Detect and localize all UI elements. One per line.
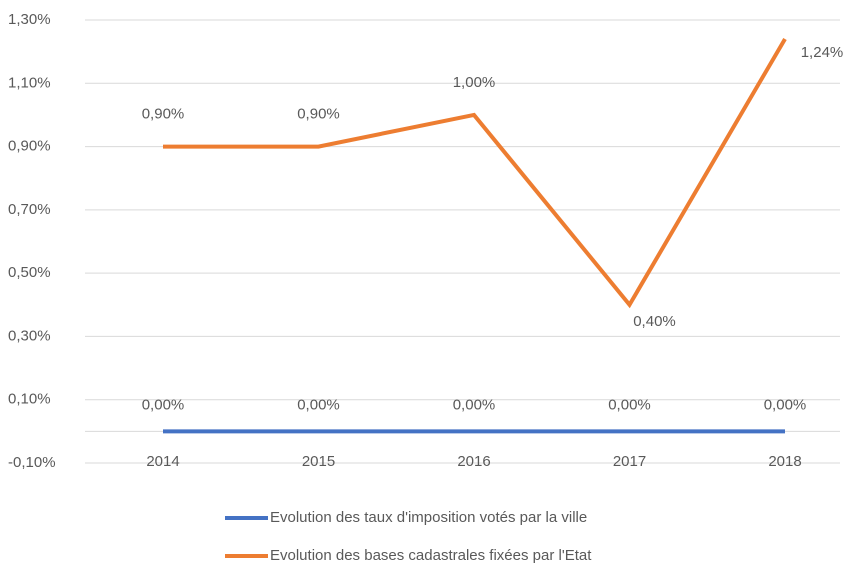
- x-tick-label: 2018: [768, 453, 801, 470]
- y-tick-label: 0,70%: [8, 201, 51, 218]
- x-tick-label: 2015: [302, 453, 335, 470]
- legend-label: Evolution des bases cadastrales fixées p…: [270, 547, 592, 564]
- y-tick-label: 0,50%: [8, 264, 51, 281]
- series-line: [163, 37, 787, 309]
- y-tick-label: 1,10%: [8, 74, 51, 91]
- data-label: 0,90%: [297, 106, 340, 123]
- data-label: 0,00%: [142, 396, 185, 413]
- data-label: 0,00%: [297, 396, 340, 413]
- x-tick-label: 2017: [613, 453, 646, 470]
- y-tick-label: 0,30%: [8, 327, 51, 344]
- y-tick-label: 0,90%: [8, 138, 51, 155]
- x-tick-label: 2014: [146, 453, 179, 470]
- y-tick-label: 1,30%: [8, 11, 51, 28]
- x-tick-label: 2016: [457, 453, 490, 470]
- legend-label: Evolution des taux d'imposition votés pa…: [270, 509, 587, 526]
- data-label: 0,00%: [764, 396, 807, 413]
- data-label: 0,90%: [142, 106, 185, 123]
- data-label: 0,00%: [608, 396, 651, 413]
- data-label: 1,00%: [453, 74, 496, 91]
- data-label: 1,24%: [801, 44, 844, 61]
- data-label: 0,40%: [633, 313, 676, 330]
- y-tick-label: 0,10%: [8, 391, 51, 408]
- data-label: 0,00%: [453, 396, 496, 413]
- y-tick-label: -0,10%: [8, 454, 56, 471]
